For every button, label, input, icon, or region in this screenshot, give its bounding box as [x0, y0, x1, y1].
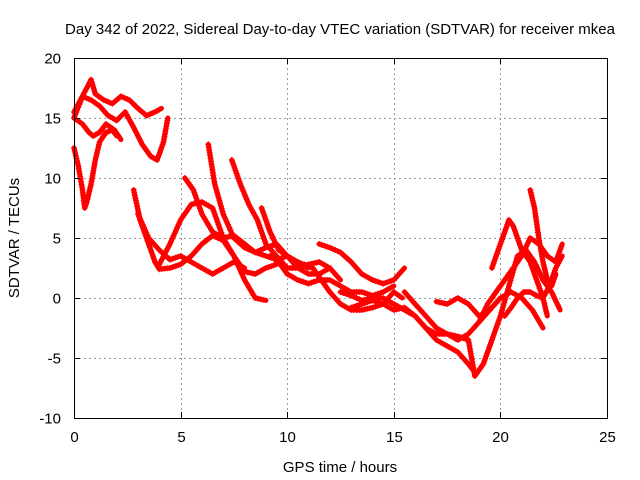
grid-lines	[74, 58, 607, 418]
y-tick-label: 15	[44, 111, 61, 128]
data-series-layer	[71, 76, 565, 379]
x-tick-label: 15	[386, 429, 403, 446]
series-arc-19	[476, 235, 565, 325]
series-markers	[433, 289, 545, 329]
y-tick-label: -5	[48, 351, 61, 368]
chart-title: Day 342 of 2022, Sidereal Day-to-day VTE…	[65, 21, 616, 38]
series-markers	[527, 187, 558, 289]
x-tick-label: 10	[279, 429, 296, 446]
x-tick-label: 25	[599, 429, 616, 446]
x-tick-label: 0	[70, 429, 78, 446]
x-tick-label: 20	[492, 429, 509, 446]
series-markers	[156, 199, 277, 277]
y-tick-label: 10	[44, 171, 61, 188]
series-arc-18	[488, 217, 550, 319]
y-tick-label: 0	[53, 291, 61, 308]
series-markers	[476, 235, 565, 325]
y-tick-label: 5	[53, 231, 61, 248]
series-arc-6	[135, 211, 248, 277]
y-axis-label: SDTVAR / TECUs	[6, 178, 23, 298]
x-axis-label: GPS time / hours	[283, 459, 397, 476]
series-arc-2	[71, 93, 171, 163]
series-arc-13	[316, 241, 407, 287]
series-markers	[267, 253, 395, 299]
y-tick-label: 20	[44, 51, 61, 68]
series-arc-8	[156, 199, 279, 277]
axis-ticks: 0 5 10 15 20 25 -10 -5 0 5 10 15 20	[39, 51, 616, 447]
series-markers	[316, 241, 406, 287]
y-tick-label: -10	[39, 411, 61, 428]
x-tick-label: 5	[177, 429, 185, 446]
series-arc-17	[433, 289, 546, 331]
series-arc-21	[527, 187, 559, 289]
